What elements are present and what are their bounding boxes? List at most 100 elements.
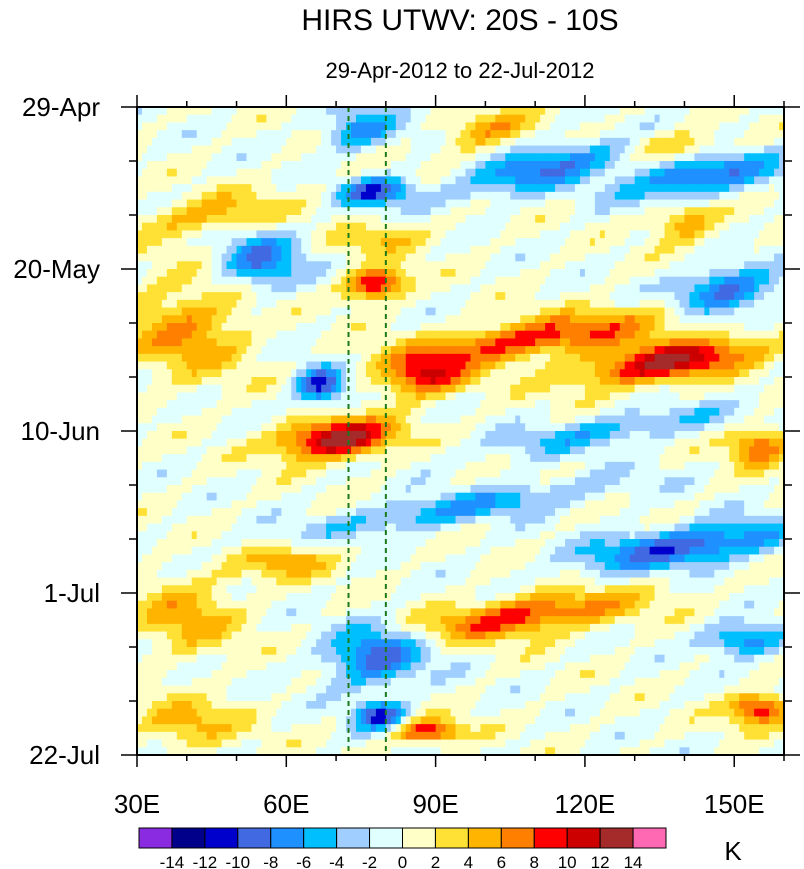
- heat-cell: [306, 392, 312, 401]
- heat-cell: [490, 353, 496, 363]
- heat-cell: [191, 261, 198, 270]
- heat-cell: [246, 222, 253, 232]
- heat-cell: [311, 284, 317, 293]
- heat-cell: [714, 161, 720, 170]
- heat-cell: [609, 269, 616, 278]
- heat-cell: [530, 137, 536, 147]
- heat-cell: [271, 384, 277, 394]
- heat-cell: [141, 145, 148, 154]
- heat-cell: [639, 222, 646, 232]
- heat-cell: [425, 114, 432, 124]
- heat-cell: [161, 369, 168, 378]
- heat-cell: [764, 168, 770, 178]
- heat-cell: [749, 207, 755, 216]
- heat-cell: [729, 284, 735, 293]
- heat-cell: [186, 323, 193, 332]
- heat-cell: [321, 292, 327, 301]
- heat-cell: [684, 168, 691, 178]
- heat-cell: [271, 191, 277, 201]
- heat-cell: [664, 315, 671, 324]
- heat-cell: [176, 253, 183, 262]
- heat-cell: [370, 238, 377, 247]
- heat-cell: [599, 199, 606, 208]
- heat-cell: [644, 338, 651, 347]
- heat-cell: [171, 107, 178, 116]
- heat-cell: [211, 137, 218, 147]
- heat-cell: [480, 222, 486, 232]
- heat-cell: [465, 299, 472, 309]
- heat-cell: [261, 137, 267, 147]
- heat-cell: [216, 230, 223, 239]
- heat-cell: [341, 130, 347, 139]
- heat-cell: [634, 107, 641, 116]
- heat-cell: [440, 245, 447, 255]
- heat-cell: [555, 307, 561, 316]
- heat-cell: [744, 207, 750, 216]
- heat-cell: [186, 184, 193, 193]
- heat-cell: [181, 315, 188, 324]
- heat-cell: [500, 384, 506, 394]
- heat-cell: [525, 114, 531, 124]
- heat-cell: [754, 323, 760, 332]
- heat-cell: [415, 346, 422, 355]
- heat-cell: [336, 338, 342, 347]
- heat-cell: [644, 161, 651, 170]
- heat-cell: [644, 245, 651, 255]
- heat-cell: [634, 346, 641, 355]
- heat-cell: [729, 230, 735, 239]
- heat-cell: [321, 353, 327, 363]
- heat-cell: [385, 315, 392, 324]
- heat-cell: [181, 215, 188, 224]
- heat-cell: [351, 145, 357, 154]
- heat-cell: [774, 137, 780, 147]
- heat-cell: [430, 238, 437, 247]
- heat-cell: [430, 338, 437, 347]
- heat-cell: [669, 130, 676, 139]
- heat-cell: [465, 330, 472, 340]
- heat-cell: [699, 176, 705, 185]
- heat-cell: [560, 230, 566, 239]
- heat-cell: [211, 384, 218, 394]
- heat-cell: [151, 145, 158, 154]
- heat-cell: [659, 369, 666, 378]
- heat-cell: [395, 400, 402, 409]
- heat-cell: [390, 284, 397, 293]
- heat-cell: [351, 330, 357, 340]
- heat-cell: [704, 222, 710, 232]
- heat-cell: [405, 130, 412, 139]
- heat-cell: [579, 269, 586, 278]
- heat-cell: [355, 315, 362, 324]
- heat-cell: [599, 245, 606, 255]
- heat-cell: [659, 361, 666, 370]
- heat-cell: [545, 253, 551, 262]
- heat-cell: [654, 107, 661, 116]
- heat-cell: [659, 161, 666, 170]
- heat-cell: [569, 276, 576, 286]
- heat-cell: [545, 145, 551, 154]
- heat-cell: [550, 346, 556, 355]
- heat-cell: [450, 253, 457, 262]
- heat-cell: [624, 161, 631, 170]
- heat-cell: [445, 130, 452, 139]
- heat-cell: [769, 284, 775, 293]
- heat-cell: [550, 161, 556, 170]
- heat-cell: [759, 245, 765, 255]
- heat-cell: [430, 137, 437, 147]
- heat-cell: [311, 369, 317, 378]
- heat-cell: [440, 269, 447, 278]
- heat-cell: [211, 330, 218, 340]
- heat-cell: [196, 176, 203, 185]
- heat-cell: [694, 292, 700, 301]
- heat-cell: [435, 346, 442, 355]
- heat-cell: [579, 199, 586, 208]
- heat-cell: [749, 230, 755, 239]
- heat-cell: [545, 292, 551, 301]
- heat-cell: [141, 261, 148, 270]
- heat-cell: [331, 361, 337, 370]
- heat-cell: [584, 176, 591, 185]
- heat-cell: [734, 176, 740, 185]
- heat-cell: [435, 114, 442, 124]
- heat-cell: [445, 276, 452, 286]
- heat-cell: [336, 207, 342, 216]
- heat-cell: [385, 353, 392, 363]
